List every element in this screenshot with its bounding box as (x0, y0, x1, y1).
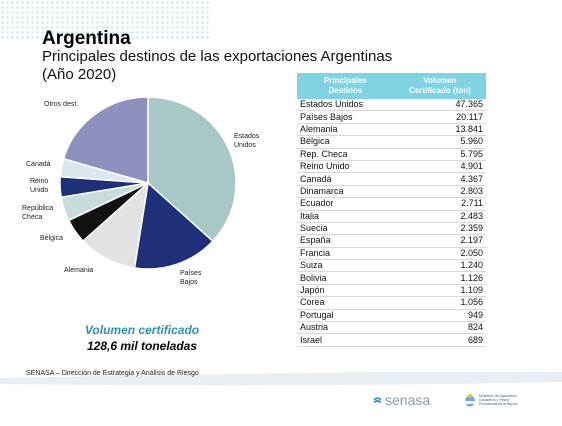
pie-slice-7 (62, 96, 149, 184)
senasa-logo-text: senasa (385, 392, 431, 408)
ministry-logo: Ministerio de Agricultura, Ganadería y P… (464, 392, 528, 408)
volume-title: Volumen certificado (84, 323, 200, 337)
pie-label-0: Estados Unidos (234, 133, 260, 149)
table-row: Austria 824 (297, 321, 486, 335)
table-row: Bélgica 5.960 (297, 135, 486, 149)
cell-volume: 13.841 (393, 123, 486, 137)
table-row: Japón 1.109 (297, 284, 486, 298)
pie-slice-1 (133, 181, 214, 270)
table-row: Países Bajos 20.117 (297, 110, 486, 124)
table-row: Francia 2.050 (297, 247, 486, 261)
table-row: Portugal 949 (297, 309, 486, 323)
cell-volume: 4.367 (393, 172, 486, 186)
coat-of-arms-icon (465, 394, 475, 407)
pie-label-4: República Checa (22, 205, 53, 221)
cell-destination: Países Bajos (297, 110, 394, 124)
table-row: Italia 2.483 (297, 210, 486, 223)
table-row: Dinamarca 2.803 (297, 185, 486, 199)
cell-volume: 5.960 (393, 135, 486, 149)
cell-destination: Canadá (297, 172, 394, 186)
cell-destination: Estados Unidos (297, 99, 394, 112)
cell-volume: 1.109 (393, 284, 486, 298)
table-row: Reino Unido 4.901 (297, 160, 486, 174)
pie-label-5: Reino Unido (30, 178, 48, 194)
decorative-swoosh (0, 372, 562, 386)
table-row: España 2.197 (297, 234, 486, 248)
cell-destination: Italia (297, 210, 394, 223)
cell-destination: Reino Unido (297, 160, 394, 174)
cell-volume: 949 (393, 309, 486, 323)
cell-volume: 2.711 (393, 197, 486, 211)
cell-destination: Ecuador (297, 197, 394, 211)
table-row: Israel 689 (297, 333, 486, 347)
cell-destination: Rep. Checa (297, 148, 394, 161)
cell-volume: 1.240 (393, 259, 486, 273)
table-row: Suecia 2.359 (297, 222, 486, 236)
ministry-text: Ministerio de Agricultura, Ganadería y P… (479, 394, 518, 406)
pie-label-6: Canadá (26, 161, 51, 168)
footer-source: SENASA – Dirección de Estrategia y Análi… (26, 370, 199, 377)
cell-volume: 824 (393, 321, 486, 335)
table-row: Rep. Checa 5.795 (297, 148, 486, 161)
volume-value: 128,6 mil toneladas (86, 339, 198, 353)
cell-destination: Japón (297, 284, 394, 298)
cell-destination: Bélgica (297, 135, 394, 149)
cell-destination: Austria (297, 321, 394, 335)
cell-destination: Portugal (297, 309, 394, 323)
pie-label-2: Alemania (64, 267, 93, 274)
header-destinos: Principales Destinos (297, 73, 394, 99)
pie-label-3: Bélgica (40, 235, 63, 242)
cell-volume: 2.483 (393, 210, 486, 223)
pie-label-1: Países Bajos (180, 270, 202, 286)
pie-slice-0 (147, 96, 237, 243)
cell-destination: Dinamarca (297, 185, 394, 199)
cell-destination: Suecia (297, 222, 394, 236)
senasa-logo-icon (373, 396, 382, 403)
cell-volume: 2.197 (393, 234, 486, 248)
cell-volume: 4.901 (393, 160, 486, 174)
decorative-dots (0, 0, 210, 40)
cell-destination: Alemania (297, 123, 394, 137)
cell-destination: Corea (297, 296, 394, 310)
cell-volume: 2.050 (393, 247, 486, 261)
cell-volume: 20.117 (393, 110, 486, 124)
table-row: Suiza 1.240 (297, 259, 486, 273)
cell-volume: 47.365 (393, 99, 486, 112)
cell-destination: Bolivia (297, 271, 394, 285)
header-volumen: Volumen Certificado (ton) (393, 73, 486, 99)
table-row: Canadá 4.367 (297, 172, 486, 186)
destinations-table: Principales Destinos Volumen Certificado (… (297, 73, 486, 347)
table-row: Corea 1.056 (297, 296, 486, 310)
pie-label-7: Otros dest. (44, 101, 78, 108)
cell-volume: 2.803 (393, 185, 486, 199)
table-row: Alemania 13.841 (297, 123, 486, 137)
page-subtitle-year: (Año 2020) (42, 66, 117, 83)
cell-volume: 689 (393, 333, 486, 347)
page-title: Argentina (42, 28, 131, 49)
cell-volume: 2.359 (393, 222, 486, 236)
table-row: Ecuador 2.711 (297, 197, 486, 211)
cell-destination: España (297, 234, 394, 248)
cell-volume: 5.795 (393, 148, 486, 161)
cell-volume: 1.056 (393, 296, 486, 310)
table-header-row: Principales Destinos Volumen Certificado (… (297, 73, 486, 99)
table-row: Estados Unidos 47.365 (297, 99, 486, 112)
cell-volume: 1.126 (393, 271, 486, 285)
table-row: Bolivia 1.126 (297, 271, 486, 285)
page-subtitle: Principales destinos de las exportacione… (42, 48, 393, 65)
cell-destination: Israel (297, 333, 394, 347)
senasa-logo: senasa (373, 392, 430, 408)
cell-destination: Suiza (297, 259, 394, 273)
cell-destination: Francia (297, 247, 394, 261)
